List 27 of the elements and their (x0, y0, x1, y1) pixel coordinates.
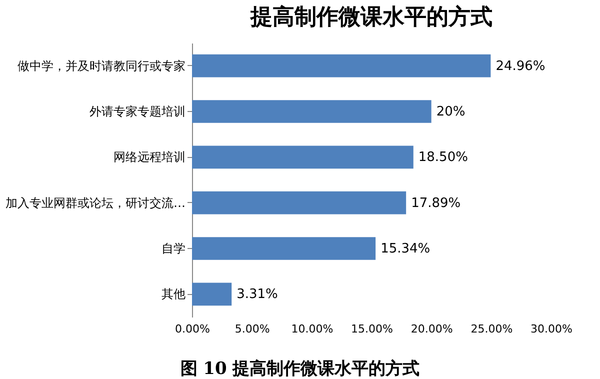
chart-title: 提高制作微课水平的方式 (250, 4, 492, 30)
bar (192, 100, 432, 123)
bar (192, 237, 376, 260)
y-tick-label: 网络远程培训 (114, 150, 186, 164)
x-tick-label: 15.00% (351, 322, 393, 336)
bar (192, 54, 491, 78)
x-tick-label: 0.00% (175, 322, 210, 336)
y-tick-label: 加入专业网群或论坛，研讨交流… (6, 196, 186, 210)
data-label: 3.31% (236, 287, 278, 302)
y-tick-label: 外请专家专题培训 (90, 104, 186, 118)
data-label: 15.34% (380, 242, 430, 256)
data-label: 20% (436, 104, 466, 120)
x-tick-label: 30.00% (530, 322, 572, 336)
data-label: 17.89% (411, 196, 461, 211)
y-tick-label: 其他 (162, 287, 186, 302)
bar (192, 282, 232, 306)
y-tick-label: 做中学，并及时请教同行或专家 (18, 58, 186, 73)
data-label: 24.96% (496, 58, 546, 74)
y-tick-label: 自学 (162, 242, 186, 256)
bar (192, 191, 406, 214)
x-tick-label: 5.00% (234, 322, 270, 336)
x-tick-label: 25.00% (470, 322, 513, 336)
data-label: 18.50% (418, 150, 468, 166)
bar (192, 146, 414, 169)
x-tick-label: 10.00% (291, 322, 334, 336)
x-tick-label: 20.00% (410, 322, 453, 336)
caption: 图 10 提高制作微课水平的方式 (179, 358, 421, 379)
